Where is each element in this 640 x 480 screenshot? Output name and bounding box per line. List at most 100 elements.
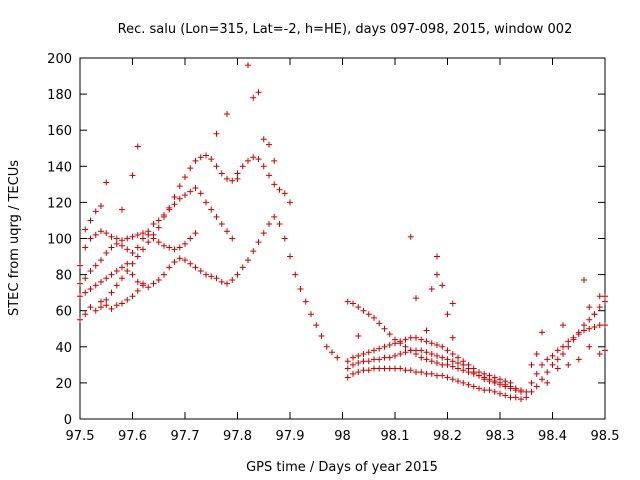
data-point <box>439 372 446 379</box>
data-point <box>150 280 157 287</box>
data-point <box>218 221 225 228</box>
data-point <box>512 394 519 401</box>
data-point <box>224 228 230 235</box>
x-tick-label: 97.9 <box>276 429 305 444</box>
data-point <box>586 325 593 332</box>
data-point <box>103 230 110 237</box>
data-point <box>470 370 477 377</box>
data-point <box>197 154 204 161</box>
data-point <box>108 233 115 240</box>
data-point <box>523 388 530 395</box>
data-point <box>176 183 183 190</box>
y-tick-label: 160 <box>47 124 72 139</box>
data-point <box>376 320 383 327</box>
data-point <box>271 157 278 164</box>
data-point <box>470 383 477 390</box>
data-point <box>250 248 257 255</box>
data-point <box>92 262 99 269</box>
data-point <box>203 271 209 278</box>
data-point <box>344 365 351 372</box>
data-point <box>502 392 509 399</box>
data-point <box>355 369 362 376</box>
data-point <box>376 345 383 352</box>
data-point <box>197 267 204 274</box>
data-point <box>439 354 446 361</box>
data-point <box>82 311 89 318</box>
data-point <box>428 358 435 365</box>
data-point <box>544 369 551 376</box>
data-point <box>397 365 404 372</box>
data-point <box>92 231 99 238</box>
data-point <box>423 349 430 356</box>
data-point <box>413 351 419 358</box>
data-point <box>77 293 83 300</box>
data-point <box>145 284 152 291</box>
data-point <box>407 233 414 240</box>
x-tick-label: 98.4 <box>538 429 567 444</box>
data-point <box>428 351 435 358</box>
data-point <box>481 374 488 381</box>
data-point <box>302 298 309 305</box>
data-point <box>418 336 425 343</box>
data-point <box>533 383 540 390</box>
data-point <box>134 143 141 150</box>
data-point <box>539 329 545 336</box>
data-point <box>129 271 136 278</box>
data-point <box>176 195 183 202</box>
data-point <box>428 370 435 377</box>
data-point <box>365 349 372 356</box>
data-point <box>323 343 330 350</box>
data-point <box>234 271 241 278</box>
data-point <box>428 286 435 293</box>
x-tick-label: 97.8 <box>223 429 252 444</box>
data-point <box>344 298 351 305</box>
data-point <box>171 246 178 253</box>
data-point <box>565 361 572 368</box>
data-point <box>234 175 241 182</box>
data-point <box>528 379 535 386</box>
data-point <box>444 311 451 318</box>
data-point <box>98 257 104 264</box>
data-point <box>250 94 257 101</box>
data-point <box>119 237 125 244</box>
data-point <box>344 358 351 365</box>
data-point <box>98 228 104 235</box>
data-point <box>129 172 136 179</box>
data-point <box>245 257 251 264</box>
y-tick-label: 80 <box>55 269 72 284</box>
data-point <box>560 351 566 358</box>
data-point <box>360 351 367 358</box>
data-point <box>87 217 94 224</box>
data-point <box>140 280 146 287</box>
data-point <box>518 396 524 403</box>
axis-tick-labels: 97.5 97.6 97.7 97.8 97.9 98 98.1 98.2 98.3 98.4 98… <box>47 52 619 444</box>
data-point <box>119 264 125 271</box>
data-point <box>413 295 419 302</box>
data-point <box>392 336 398 343</box>
data-point <box>428 340 435 347</box>
data-point <box>528 388 535 395</box>
data-point <box>455 354 461 361</box>
data-point <box>98 278 104 285</box>
data-point <box>386 354 393 361</box>
data-point <box>103 302 110 309</box>
data-point <box>423 327 430 334</box>
x-tick-label: 98.5 <box>591 429 620 444</box>
data-point <box>418 369 425 376</box>
data-point <box>539 376 545 383</box>
data-point <box>134 287 141 294</box>
data-point <box>371 314 377 321</box>
data-point <box>444 347 451 354</box>
data-point <box>434 352 440 359</box>
data-point <box>124 267 131 274</box>
data-point <box>176 255 183 262</box>
data-point <box>497 390 503 397</box>
data-point <box>444 374 451 381</box>
data-point <box>113 235 120 242</box>
data-point <box>413 369 419 376</box>
data-point <box>596 293 603 300</box>
y-tick-label: 40 <box>55 341 72 356</box>
data-point <box>145 239 152 246</box>
data-point <box>229 277 236 284</box>
data-point <box>176 244 183 251</box>
